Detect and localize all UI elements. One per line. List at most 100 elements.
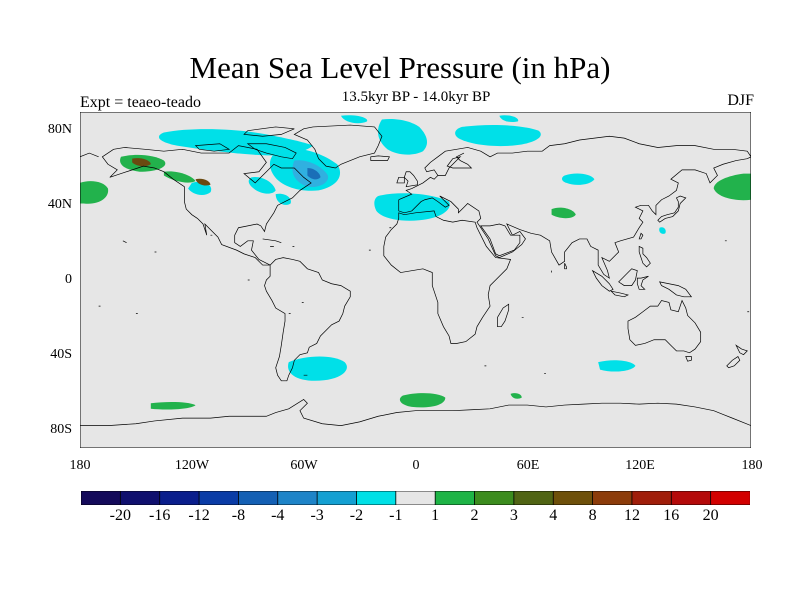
coast-eurasia [399, 157, 751, 278]
colorbar-label: 12 [623, 507, 640, 524]
coastlines [80, 125, 751, 426]
lon-tick-180e: 180 [741, 458, 763, 473]
season-label: DJF [727, 92, 754, 109]
anomaly-southern-atlantic [288, 356, 347, 381]
coast-africa [384, 211, 511, 344]
colorbar [81, 491, 750, 505]
coast-madagascar [498, 304, 509, 326]
anomaly-arctic-east [455, 124, 541, 147]
colorbar-swatch [159, 491, 200, 505]
colorbar-label: -16 [149, 507, 171, 524]
colorbar-label: 1 [431, 507, 440, 524]
colorbar-label: 4 [549, 507, 558, 524]
coast-greenland [294, 125, 382, 168]
anomaly-north-america-band [163, 171, 196, 183]
colorbar-label: -8 [231, 507, 246, 524]
anomaly-hudson-dark [307, 168, 321, 180]
anomaly-east-us [275, 193, 291, 205]
coast-baffin [248, 144, 296, 159]
lon-tick-120w: 120W [174, 458, 210, 473]
anomaly-south-indian [598, 360, 636, 372]
lon-tick-60e: 60E [516, 458, 540, 473]
anomaly-arctic-canada [158, 129, 313, 156]
anomaly-mediterranean [374, 193, 450, 221]
colorbar-label: -3 [310, 507, 324, 524]
colorbar-label: 20 [702, 507, 719, 524]
colorbar-swatch [592, 491, 633, 505]
colorbar-swatch [119, 491, 161, 505]
colorbar-label: -20 [109, 507, 131, 524]
coast-japan [658, 196, 686, 222]
map-title: Mean Sea Level Pressure (in hPa) [189, 50, 611, 85]
coast-taiwan [639, 233, 643, 239]
colorbar-swatch [316, 491, 358, 505]
colorbar-swatch [631, 491, 672, 505]
map-subtitle: 13.5kyr BP - 14.0kyr BP [341, 89, 491, 105]
colorbar-label: 2 [470, 507, 479, 524]
experiment-label: Expt = teaeo-teado [80, 94, 201, 111]
anomaly-north-america-core [195, 178, 211, 186]
coast-scandinavia [438, 153, 472, 175]
coast-tasmania [686, 357, 692, 362]
anomaly-arctic-small [499, 115, 519, 123]
coast-sulawesi [637, 276, 648, 289]
coast-sri-lanka [565, 263, 567, 269]
coast-new-guinea [660, 282, 692, 297]
coast-philippines [639, 246, 650, 267]
colorbar-swatch [356, 491, 397, 505]
colorbar-label: 3 [509, 507, 518, 524]
coast-iceland [371, 156, 390, 161]
coast-new-zealand [727, 345, 748, 367]
colorbar-label: 8 [588, 507, 597, 524]
lon-tick-60w: 60W [290, 458, 318, 473]
anomaly-barents [340, 115, 368, 124]
ocean-background [80, 112, 751, 448]
coast-australia [628, 301, 701, 353]
colorbar-label: -4 [271, 507, 285, 524]
coast-eurasia-north [80, 136, 751, 199]
anomaly-great-lakes [248, 177, 276, 194]
colorbar-swatch [238, 491, 279, 505]
coast-borneo [619, 269, 638, 286]
coast-britain [397, 172, 418, 187]
anomaly-siberia [562, 173, 595, 185]
coast-java [611, 291, 628, 297]
coast-south-america [265, 258, 351, 381]
colorbar-label: -12 [188, 507, 210, 524]
anomaly-greenland [377, 118, 428, 155]
lat-tick-80s: 80S [50, 422, 72, 437]
colorbar-swatch [474, 491, 515, 505]
lon-tick-180w: 180 [69, 458, 91, 473]
coast-ellesmere [244, 127, 294, 136]
anomaly-south-atlantic [399, 393, 446, 408]
colorbar-swatch [198, 491, 240, 505]
coast-sumatra [593, 271, 614, 292]
colorbar-label: -1 [389, 507, 403, 524]
colorbar-swatch [81, 491, 122, 505]
colorbar-swatch [395, 491, 436, 505]
lat-tick-80n: 80N [47, 122, 72, 137]
anomaly-south-indian-small [510, 393, 522, 399]
lat-tick-0: 0 [65, 272, 72, 287]
colorbar-label: -2 [349, 507, 364, 524]
anomaly-alaska-core [132, 158, 151, 167]
anomaly-north-pacific-east [713, 173, 751, 201]
lon-tick-120e: 120E [625, 458, 655, 473]
colorbar-swatch [670, 491, 712, 505]
colorbar-swatch [434, 491, 476, 505]
coast-islands [99, 228, 749, 375]
lat-tick-40n: 40N [47, 197, 72, 212]
coast-north-america [102, 146, 311, 265]
colorbar-swatch [552, 491, 594, 505]
world-map [80, 112, 751, 448]
colorbar-label: 16 [663, 507, 680, 524]
colorbar-swatch [513, 491, 554, 505]
lat-tick-40s: 40S [50, 347, 72, 362]
anomaly-north-pacific-west [80, 181, 109, 204]
anomaly-south-pacific [150, 401, 196, 410]
colorbar-swatch [710, 491, 750, 505]
anomaly-japan [659, 227, 666, 234]
anomaly-fields [80, 115, 751, 410]
lon-tick-0: 0 [412, 458, 420, 473]
coast-arabia [481, 224, 520, 256]
